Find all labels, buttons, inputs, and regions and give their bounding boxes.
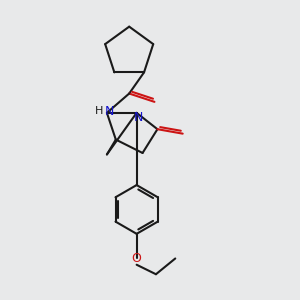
Text: O: O [132, 252, 142, 265]
Text: N: N [105, 105, 114, 118]
Text: H: H [94, 106, 103, 116]
Text: N: N [134, 111, 143, 124]
